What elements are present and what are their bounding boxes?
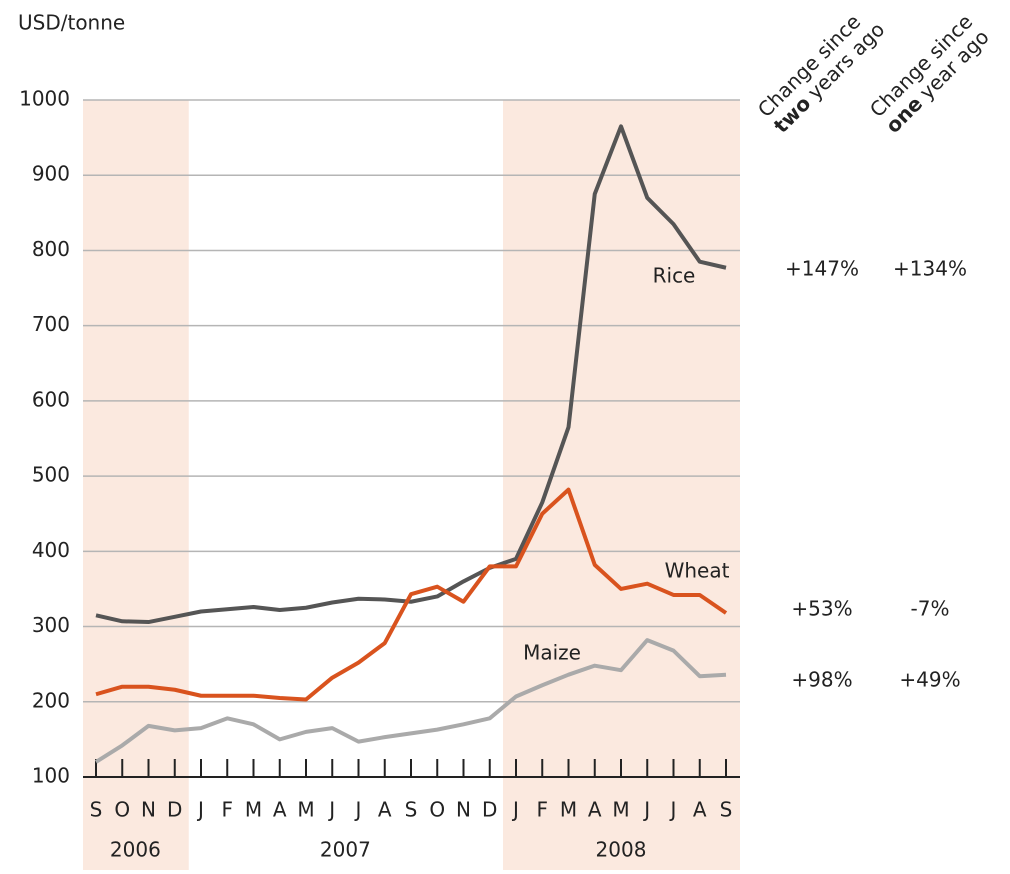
- year-label: 2008: [596, 838, 647, 862]
- series-line: [94, 638, 727, 764]
- series-line: [95, 124, 727, 625]
- series-label: Maize: [523, 641, 581, 665]
- year-shade: [83, 100, 189, 870]
- x-tick-label: A: [588, 798, 602, 822]
- x-tick-label: J: [669, 798, 677, 822]
- x-tick-label: M: [612, 798, 629, 822]
- x-tick-label: F: [221, 798, 233, 822]
- x-tick-label: A: [378, 798, 392, 822]
- y-axis-label: USD/tonne: [18, 11, 125, 35]
- x-tick-label: N: [141, 798, 156, 822]
- series-label: Wheat: [665, 559, 730, 583]
- x-tick-label: A: [273, 798, 287, 822]
- x-tick-label: M: [560, 798, 577, 822]
- x-tick-label: D: [482, 798, 497, 822]
- year-shade: [503, 100, 740, 870]
- y-tick-label: 200: [32, 688, 70, 712]
- x-tick-label: D: [167, 798, 182, 822]
- y-tick-label: 100: [32, 764, 70, 788]
- x-tick-label: J: [354, 798, 362, 822]
- change-value: +98%: [791, 668, 852, 692]
- x-tick-label: F: [536, 798, 548, 822]
- year-label: 2006: [110, 838, 161, 862]
- x-tick-label: S: [405, 798, 418, 822]
- y-tick-label: 800: [32, 237, 70, 261]
- series-line: [95, 487, 728, 702]
- y-tick-label: 500: [32, 463, 70, 487]
- x-tick-label: O: [114, 798, 130, 822]
- x-tick-label: A: [693, 798, 707, 822]
- change-value: +134%: [893, 257, 967, 281]
- x-tick-label: J: [511, 798, 519, 822]
- x-tick-label: M: [297, 798, 314, 822]
- x-tick-label: S: [90, 798, 103, 822]
- x-tick-label: J: [642, 798, 650, 822]
- change-value: +49%: [899, 668, 960, 692]
- x-tick-label: M: [245, 798, 262, 822]
- y-tick-label: 1000: [19, 87, 70, 111]
- y-tick-label: 400: [32, 538, 70, 562]
- x-tick-label: J: [327, 798, 335, 822]
- y-tick-label: 700: [32, 312, 70, 336]
- y-tick-label: 300: [32, 613, 70, 637]
- x-tick-label: J: [196, 798, 204, 822]
- change-value: +53%: [791, 597, 852, 621]
- x-tick-label: S: [720, 798, 733, 822]
- change-value: +147%: [785, 257, 859, 281]
- year-label: 2007: [320, 838, 371, 862]
- x-tick-label: O: [429, 798, 445, 822]
- series-label: Rice: [653, 264, 696, 288]
- y-tick-label: 900: [32, 162, 70, 186]
- x-tick-label: N: [456, 798, 471, 822]
- y-tick-label: 600: [32, 387, 70, 411]
- change-value: -7%: [911, 597, 950, 621]
